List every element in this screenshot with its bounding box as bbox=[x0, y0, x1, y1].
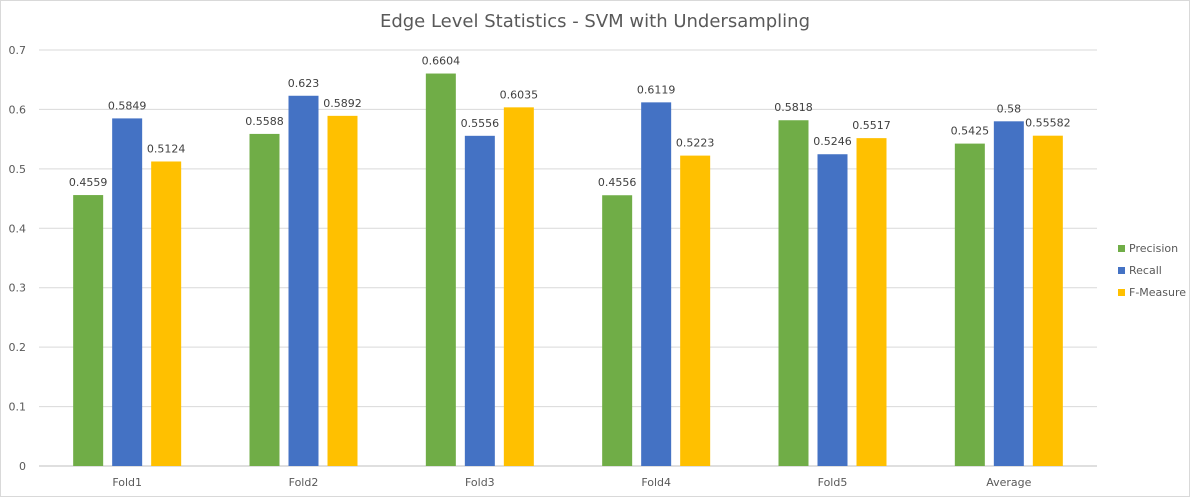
data-label: 0.5892 bbox=[323, 97, 362, 110]
data-label: 0.623 bbox=[288, 77, 320, 90]
x-tick-label: Fold4 bbox=[641, 476, 671, 489]
data-label: 0.5246 bbox=[813, 135, 852, 148]
y-tick-label: 0.5 bbox=[9, 163, 27, 176]
legend-swatch bbox=[1118, 288, 1125, 296]
legend-swatch bbox=[1118, 244, 1125, 252]
bar-precision bbox=[73, 195, 104, 467]
x-tick-label: Fold5 bbox=[818, 476, 848, 489]
y-tick-label: 0.2 bbox=[9, 341, 27, 354]
x-tick-label: Fold1 bbox=[112, 476, 142, 489]
legend-item: Recall bbox=[1118, 259, 1186, 281]
bar-recall bbox=[641, 102, 672, 467]
data-label: 0.6604 bbox=[422, 55, 461, 68]
y-tick-label: 0.3 bbox=[9, 282, 27, 295]
data-label: 0.5223 bbox=[676, 137, 715, 150]
data-label: 0.5588 bbox=[245, 115, 284, 128]
bar-f-measure bbox=[503, 107, 534, 466]
bar-precision bbox=[249, 133, 280, 466]
bar-f-measure bbox=[856, 138, 887, 466]
data-label: 0.5849 bbox=[108, 99, 147, 112]
y-tick-label: 0.7 bbox=[9, 44, 27, 57]
bar-f-measure bbox=[327, 115, 358, 466]
bar-precision bbox=[778, 120, 809, 466]
bar-recall bbox=[288, 95, 319, 466]
chart-legend: Precision Recall F-Measure bbox=[1118, 237, 1186, 303]
legend-item: F-Measure bbox=[1118, 281, 1186, 303]
legend-label: Recall bbox=[1129, 263, 1162, 277]
x-tick-label: Average bbox=[986, 476, 1031, 489]
y-tick-label: 0 bbox=[19, 460, 26, 473]
bar-f-measure bbox=[680, 155, 711, 467]
y-tick-label: 0.1 bbox=[9, 401, 27, 414]
data-label: 0.4556 bbox=[598, 176, 637, 189]
bar-recall bbox=[993, 121, 1024, 467]
legend-swatch bbox=[1118, 266, 1125, 274]
data-label: 0.5124 bbox=[147, 142, 186, 155]
bar-recall bbox=[464, 135, 495, 466]
data-label: 0.6035 bbox=[500, 88, 539, 101]
bar-precision bbox=[425, 73, 456, 466]
legend-label: F-Measure bbox=[1129, 285, 1187, 299]
data-label: 0.5818 bbox=[774, 101, 813, 114]
x-tick-label: Fold3 bbox=[465, 476, 495, 489]
data-label: 0.5425 bbox=[951, 125, 990, 138]
bar-precision bbox=[602, 195, 633, 467]
y-tick-label: 0.6 bbox=[9, 103, 27, 116]
bar-recall bbox=[817, 154, 848, 466]
legend-item: Precision bbox=[1118, 237, 1186, 259]
bar-recall bbox=[112, 118, 143, 466]
x-tick-label: Fold2 bbox=[289, 476, 319, 489]
bar-f-measure bbox=[1032, 135, 1063, 466]
bar-precision bbox=[954, 143, 985, 466]
data-label: 0.4559 bbox=[69, 176, 108, 189]
data-label: 0.58 bbox=[997, 102, 1022, 115]
data-label: 0.6119 bbox=[637, 83, 676, 96]
data-label: 0.55582 bbox=[1025, 117, 1071, 130]
data-label: 0.5556 bbox=[461, 117, 500, 130]
y-tick-label: 0.4 bbox=[9, 222, 27, 235]
legend-label: Precision bbox=[1129, 241, 1179, 255]
bar-f-measure bbox=[151, 161, 182, 466]
data-label: 0.5517 bbox=[852, 119, 891, 132]
chart-title: Edge Level Statistics - SVM with Undersa… bbox=[379, 11, 811, 32]
